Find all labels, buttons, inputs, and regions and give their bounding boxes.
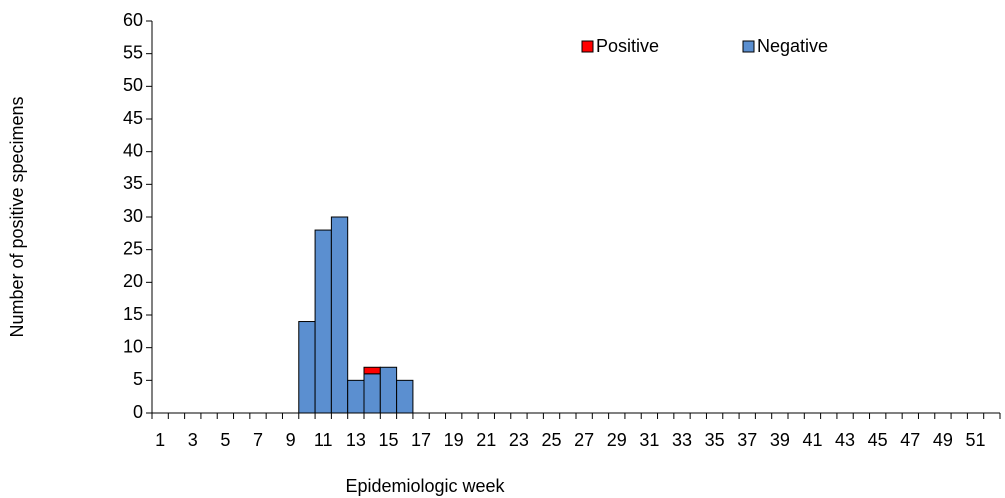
x-tick-label: 17 (411, 430, 431, 450)
x-tick-label: 5 (220, 430, 230, 450)
y-tick-label: 45 (123, 108, 143, 128)
x-tick-label: 37 (737, 430, 757, 450)
x-tick-label: 7 (253, 430, 263, 450)
y-tick-label: 55 (123, 42, 143, 62)
y-tick-label: 25 (123, 238, 143, 258)
y-tick-label: 30 (123, 206, 143, 226)
y-tick-label: 15 (123, 304, 143, 324)
x-tick-label: 21 (476, 430, 496, 450)
legend-label: Negative (757, 36, 828, 56)
y-axis-title: Number of positive specimens (7, 96, 27, 337)
x-tick-label: 19 (444, 430, 464, 450)
x-tick-label: 1 (155, 430, 165, 450)
bar-segment (298, 321, 316, 414)
y-tick-label: 0 (133, 402, 143, 422)
bar-segment (379, 366, 398, 414)
y-tick-label: 40 (123, 140, 143, 160)
x-tick-label: 31 (639, 430, 659, 450)
bar-segment (330, 216, 349, 414)
bar-segment (396, 379, 414, 414)
x-tick-label: 41 (802, 430, 822, 450)
y-tick-label: 35 (123, 173, 143, 193)
x-tick-label: 11 (314, 430, 333, 450)
bar-segment (314, 229, 332, 414)
x-tick-label: 15 (378, 430, 398, 450)
x-tick-label: 29 (607, 430, 627, 450)
x-tick-label: 45 (868, 430, 888, 450)
x-tick-label: 39 (770, 430, 790, 450)
x-tick-label: 49 (933, 430, 953, 450)
y-tick-label: 10 (123, 336, 143, 356)
x-tick-label: 23 (509, 430, 529, 450)
x-tick-label: 13 (346, 430, 366, 450)
x-tick-label: 27 (574, 430, 594, 450)
x-tick-label: 33 (672, 430, 692, 450)
y-tick-label: 50 (123, 75, 143, 95)
x-tick-label: 47 (900, 430, 920, 450)
x-tick-label: 51 (966, 430, 986, 450)
x-tick-label: 3 (188, 430, 198, 450)
bar-segment (363, 366, 381, 375)
x-axis-title: Epidemiologic week (345, 476, 505, 496)
legend-swatch (742, 40, 755, 53)
legend-label: Positive (596, 36, 659, 56)
x-tick-label: 25 (542, 430, 562, 450)
bar-segment (363, 373, 381, 414)
x-tick-label: 43 (835, 430, 855, 450)
y-tick-label: 20 (123, 271, 143, 291)
bar-segment (347, 379, 365, 414)
x-tick-label: 35 (705, 430, 725, 450)
y-tick-label: 5 (133, 369, 143, 389)
legend-swatch (581, 40, 594, 53)
y-tick-label: 60 (123, 10, 143, 30)
x-tick-label: 9 (286, 430, 296, 450)
